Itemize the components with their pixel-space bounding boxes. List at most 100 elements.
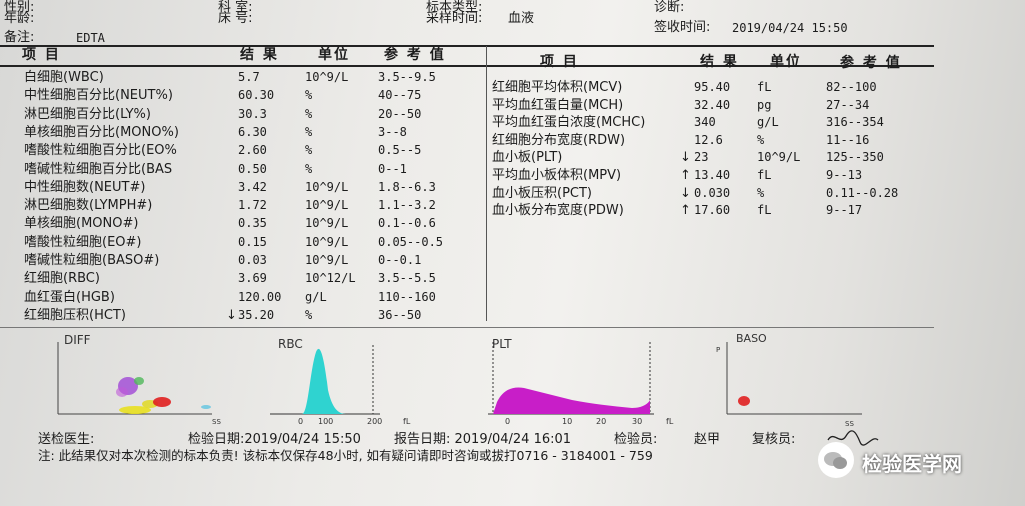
tester-name: 赵甲 <box>694 432 721 447</box>
left-row-10-name: 嗜碱性粒细胞(BASO#) <box>24 253 160 268</box>
left-row-11-name: 红细胞(RBC) <box>24 271 100 287</box>
baso-corner-label: P <box>716 346 720 354</box>
right-row-2-unit: g/L <box>757 115 779 130</box>
test-date: 检验日期:2019/04/24 15:50 <box>188 432 361 447</box>
left-row-0-result: 5.7 <box>238 70 260 84</box>
baso-scatter: BASO P SS <box>716 332 862 428</box>
rbc-tick-200: 200 <box>367 417 382 426</box>
right-row-5-unit: fL <box>757 168 772 182</box>
collect-value: 血液 <box>508 11 535 26</box>
left-row-2-result: 30.3 <box>238 106 267 121</box>
rbc-tick-100: 100 <box>318 417 333 426</box>
left-row-9-name: 嗜酸性粒细胞(EO#) <box>24 234 142 250</box>
diff-cluster-cyan <box>201 405 211 409</box>
col-item-right: 项 目 <box>540 54 579 70</box>
table-divider <box>486 46 487 321</box>
right-row-0-unit: fL <box>757 80 772 94</box>
right-row-3-unit: % <box>757 132 765 147</box>
left-row-7-ref: 1.1--3.2 <box>378 198 436 213</box>
left-row-6-unit: 10^9/L <box>305 179 349 194</box>
left-row-11-unit: 10^12/L <box>305 271 356 286</box>
footer-note: 注: 此结果仅对本次检测的标本负责! 该标本仅保存48小时, 如有疑问请即时咨询… <box>38 448 653 463</box>
left-row-7-unit: 10^9/L <box>305 198 349 213</box>
tester-label: 检验员: <box>614 432 658 447</box>
sign-time-label: 签收时间: <box>654 20 711 35</box>
reviewer-label: 复核员: <box>752 432 796 447</box>
diff-scatter: DIFF SS <box>57 333 221 426</box>
left-row-12-unit: g/L <box>305 289 327 304</box>
baso-axis-label: SS <box>845 420 854 428</box>
left-row-12-ref: 110--160 <box>378 289 436 304</box>
right-row-5-flag: ↑ <box>680 168 691 183</box>
col-unit-left: 单位 <box>318 47 350 63</box>
right-row-1-result: 32.40 <box>694 97 731 112</box>
left-row-13-flag: ↓ <box>226 307 237 323</box>
left-row-5-ref: 0--1 <box>378 161 407 176</box>
sample-type-label: 标本类型: <box>426 0 483 15</box>
left-row-3-unit: % <box>305 124 313 139</box>
diff-axis-label: SS <box>212 418 221 426</box>
diff-title: DIFF <box>64 333 91 347</box>
left-row-13-result: 35.20 <box>238 307 275 322</box>
diff-cluster-purple <box>116 377 138 397</box>
left-row-4-name: 嗜酸性粒细胞百分比(EO% <box>24 143 177 159</box>
rbc-tick-unit: fL <box>403 417 411 426</box>
left-row-9-ref: 0.05--0.5 <box>378 234 444 249</box>
left-row-1-result: 60.30 <box>238 88 275 103</box>
rbc-histogram: RBC 0 100 200 fL <box>270 337 411 426</box>
baso-cluster-red <box>738 396 750 406</box>
report-date: 报告日期: 2019/04/24 16:01 <box>394 432 572 447</box>
watermark-text: 检验医学网 <box>862 452 962 476</box>
left-row-3-ref: 3--8 <box>378 124 407 139</box>
sign-time-value: 2019/04/24 15:50 <box>732 21 848 35</box>
right-row-0-result: 95.40 <box>694 80 731 94</box>
left-row-0-unit: 10^9/L <box>305 70 349 84</box>
right-row-2-name: 平均血红蛋白浓度(MCHC) <box>492 115 646 131</box>
age-label: 年龄: <box>4 11 35 26</box>
table-top-rule <box>0 45 934 47</box>
left-row-11-ref: 3.5--5.5 <box>378 271 436 286</box>
left-row-2-name: 淋巴细胞百分比(LY%) <box>24 106 151 122</box>
right-row-6-name: 血小板压积(PCT) <box>492 185 593 201</box>
plt-tick-10: 10 <box>562 417 572 426</box>
diff-cluster-green <box>134 377 144 385</box>
left-row-9-result: 0.15 <box>238 234 267 249</box>
left-row-6-result: 3.42 <box>238 179 267 194</box>
right-row-4-ref: 125--350 <box>826 150 884 165</box>
wechat-icon <box>818 442 854 478</box>
plt-tick-unit: fL <box>666 417 674 426</box>
left-row-4-unit: % <box>305 143 313 158</box>
col-item-left: 项 目 <box>22 47 61 63</box>
note-value: EDTA <box>76 31 105 45</box>
right-row-2-result: 340 <box>694 115 716 130</box>
left-row-1-unit: % <box>305 88 313 103</box>
left-row-0-name: 白细胞(WBC) <box>24 70 104 85</box>
right-row-4-result: 23 <box>694 150 709 165</box>
left-row-7-name: 淋巴细胞数(LYMPH#) <box>24 198 153 214</box>
plt-tick-0: 0 <box>505 417 510 426</box>
left-row-12-name: 血红蛋白(HGB) <box>24 289 115 305</box>
right-row-6-flag: ↓ <box>680 185 691 201</box>
right-row-1-ref: 27--34 <box>826 97 870 112</box>
left-row-13-unit: % <box>305 307 313 322</box>
col-result-left: 结 果 <box>240 47 279 63</box>
right-row-4-unit: 10^9/L <box>757 150 801 165</box>
left-row-4-result: 2.60 <box>238 143 267 158</box>
left-row-11-result: 3.69 <box>238 271 267 286</box>
col-ref-right: 参 考 值 <box>840 55 902 71</box>
plt-distribution <box>493 387 650 414</box>
left-row-2-ref: 20--50 <box>378 106 422 121</box>
left-row-6-name: 中性细胞数(NEUT#) <box>24 179 146 195</box>
left-row-3-name: 单核细胞百分比(MONO%) <box>24 124 179 140</box>
right-row-7-name: 血小板分布宽度(PDW) <box>492 203 624 219</box>
left-row-4-ref: 0.5--5 <box>378 143 422 158</box>
right-row-7-unit: fL <box>757 203 772 218</box>
rbc-peak <box>302 348 346 414</box>
left-row-13-ref: 36--50 <box>378 307 422 322</box>
left-row-12-result: 120.00 <box>238 289 282 304</box>
plt-tick-30: 30 <box>632 417 642 426</box>
left-row-13-name: 红细胞压积(HCT) <box>24 307 126 323</box>
left-row-3-result: 6.30 <box>238 124 267 139</box>
left-row-0-ref: 3.5--9.5 <box>378 70 436 84</box>
